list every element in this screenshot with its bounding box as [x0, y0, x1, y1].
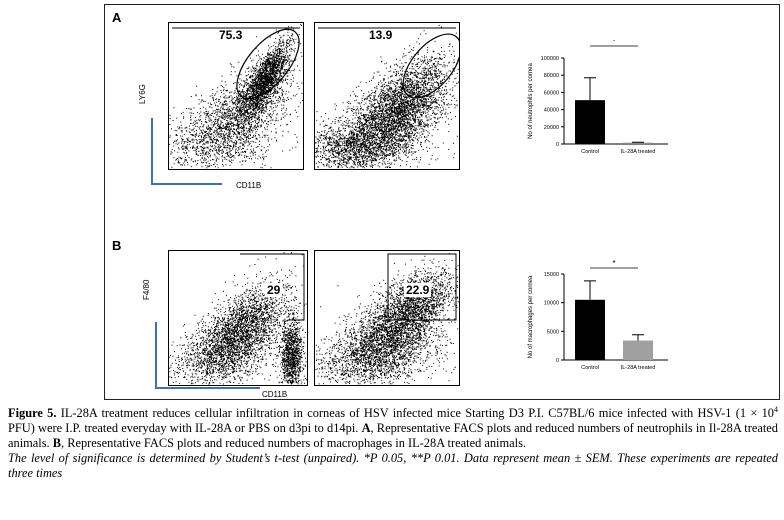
significance-mark: * [612, 40, 615, 46]
figure-caption: Figure 5. IL-28A treatment reduces cellu… [8, 404, 778, 481]
category-label-0: Control [581, 365, 599, 371]
category-label-1: IL-28A treated [621, 365, 656, 371]
facs-plot-a1 [168, 22, 304, 170]
figure-label: Figure 5. [8, 406, 57, 420]
caption-label-b: B [52, 436, 62, 450]
gate-value-a2: 13.9 [369, 28, 393, 42]
y-axis-label-b: F4/80 [142, 279, 151, 300]
y-tick-label: 0 [556, 142, 559, 148]
caption-label-a: A [361, 421, 371, 435]
facs-a2-svg [314, 22, 460, 170]
facs-b1-svg [168, 250, 308, 386]
neutrophil-bar-chart: 0 20000 40000 60000 80000 100000 No of neutrop… [520, 40, 680, 170]
gate-value-b2: 22.9 [404, 283, 432, 297]
axis-corner-b [155, 322, 260, 389]
category-label-0: Control [581, 149, 599, 155]
error-bar-0 [584, 280, 596, 300]
bar-1 [623, 142, 653, 144]
panel-a-letter: A [112, 10, 122, 25]
caption-text-1: IL-28A treatment reduces cellular infilt… [56, 406, 774, 420]
significance-mark: * [612, 259, 615, 268]
x-axis-label-a: CD11B [236, 181, 262, 190]
y-axis-label: No of neutrophils per cornea [528, 62, 534, 138]
y-axis-label: No of macrophages per cornea [528, 275, 534, 358]
x-axis-label-b: CD11B [262, 390, 288, 399]
panel-b-letter: B [112, 238, 122, 253]
y-tick-label: 5000 [547, 329, 559, 335]
error-bar-1 [632, 334, 644, 341]
gate-value-a1: 75.3 [219, 28, 243, 42]
y-tick-label: 40000 [544, 108, 559, 114]
caption-note: The level of significance is determined … [8, 451, 778, 480]
y-tick-label: 100000 [541, 56, 559, 62]
y-tick-label: 80000 [544, 73, 559, 79]
bar-0 [575, 100, 605, 144]
y-tick-label: 0 [556, 358, 559, 364]
y-tick-label: 60000 [544, 90, 559, 96]
macrophage-bar-chart: 0 5000 10000 15000 No of macrophages per cor… [520, 256, 680, 386]
y-tick-label: 10000 [544, 301, 559, 307]
bar-1 [623, 340, 653, 360]
axis-corner-a [151, 118, 222, 185]
facs-b2-svg [314, 250, 460, 386]
caption-sup: 4 [774, 404, 778, 414]
y-tick-label: 15000 [544, 272, 559, 278]
caption-text-2: PFU) were I.P. treated everyday with IL-… [8, 421, 362, 435]
macrophage-chart-svg: 0 5000 10000 15000 No of macrophages per cor… [528, 259, 668, 371]
category-label-1: IL-28A treated [621, 149, 656, 155]
caption-text-a: , Representative FACS plots and reduced … [8, 421, 778, 450]
bar-0 [575, 299, 605, 360]
gate-value-b1: 29 [265, 283, 283, 297]
facs-plot-a2 [314, 22, 460, 170]
facs-plot-b1 [168, 250, 308, 386]
neutrophil-chart-svg: 0 20000 40000 60000 80000 100000 No of neutrop… [528, 40, 668, 155]
error-bar-0 [584, 77, 596, 101]
y-tick-label: 20000 [544, 125, 559, 131]
caption-text-b: , Representative FACS plots and reduced … [61, 436, 526, 450]
facs-a1-svg [168, 22, 304, 170]
figure-frame [104, 4, 780, 400]
y-axis-label-a: LY6G [138, 84, 147, 104]
facs-plot-b2 [314, 250, 460, 386]
